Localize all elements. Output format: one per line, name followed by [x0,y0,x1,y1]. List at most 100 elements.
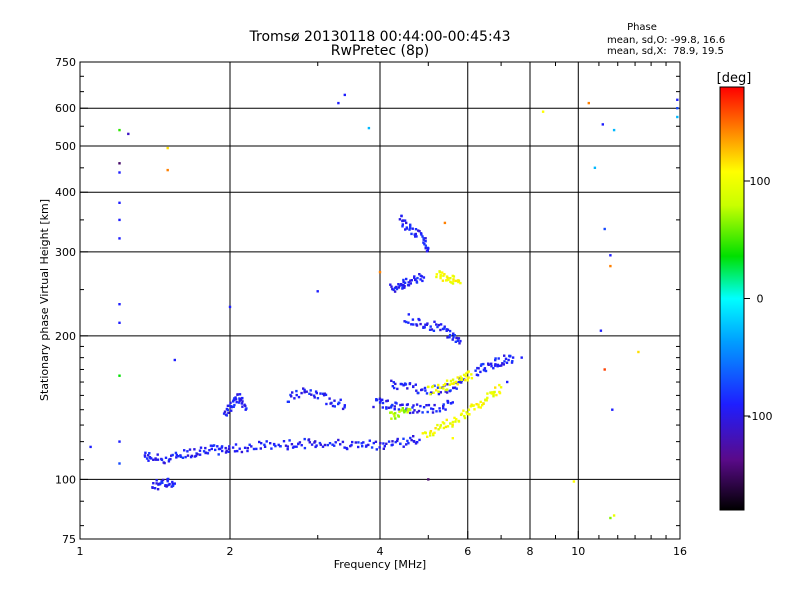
data-point [446,383,449,386]
data-point [361,445,364,448]
data-point [593,166,597,169]
data-point [385,407,388,410]
data-point [199,446,203,449]
data-point [263,443,266,446]
data-point [179,455,183,458]
data-point [437,390,440,393]
data-point [443,325,446,328]
data-point [291,446,295,449]
data-point [409,282,412,285]
data-point [451,423,454,426]
data-point [441,279,445,282]
data-point [494,357,497,360]
data-point [409,279,412,282]
colorbar-tick-label: 100 [750,175,771,188]
data-point [454,279,458,283]
data-point [417,409,421,413]
data-point [404,228,407,231]
data-point [233,450,237,453]
data-point [467,376,470,379]
data-point [426,410,429,414]
data-point [375,448,378,451]
data-point [435,275,438,279]
data-point [449,379,453,383]
data-point [293,397,296,400]
data-point [442,404,445,408]
data-point [412,411,415,414]
data-point [455,418,458,421]
data-point [414,442,418,445]
data-point [435,389,438,392]
data-point [459,375,462,378]
data-point [412,435,415,438]
data-point [467,370,470,373]
data-point [398,284,401,287]
data-point [161,481,164,484]
data-point [506,380,509,384]
data-point [220,445,224,448]
data-point [427,403,431,407]
data-point [401,225,404,228]
data-point [156,488,160,491]
data-point [453,386,457,389]
data-point [401,286,404,289]
data-point [421,411,424,414]
data-point [316,397,320,400]
data-point [396,414,400,417]
data-point [171,480,174,484]
data-point [414,383,417,386]
data-point [498,391,502,395]
data-point [391,440,394,443]
data-point [429,430,433,433]
data-point [403,409,407,413]
data-point [479,364,483,367]
data-point [393,408,396,411]
data-point [451,378,455,381]
data-point [89,445,92,449]
data-point [450,281,453,284]
data-point [399,442,402,446]
data-point [147,459,150,462]
data-point [333,399,336,402]
data-point [504,357,508,360]
data-point [413,409,416,412]
data-point [438,271,441,274]
data-point [186,450,189,453]
data-point [156,458,160,461]
data-point [169,457,172,461]
data-point [310,393,313,396]
data-point [503,354,506,357]
data-point [443,273,446,276]
data-point [226,404,230,407]
data-point [236,393,239,396]
data-point [193,448,196,451]
data-point [476,366,479,370]
data-point [238,393,242,396]
data-point [295,389,298,393]
data-point [173,358,176,362]
data-point [386,399,389,402]
data-point [477,405,480,409]
axis-ticks: 1 2 4 6 8 10 16 75 100 200 300 400 500 600 750 [55,56,687,558]
data-point [421,432,424,435]
data-points [89,93,679,520]
data-point [448,333,452,337]
data-point [452,278,455,281]
data-point [496,365,499,368]
x-tick-label: 10 [571,545,585,558]
data-point [407,321,410,324]
data-point [246,449,249,453]
x-tick-label: 6 [464,545,471,558]
data-point [482,362,485,366]
data-point [411,318,415,321]
data-point [445,279,449,282]
data-point [282,440,286,443]
data-point [423,326,426,329]
data-point [451,420,455,424]
data-point [237,401,241,404]
data-point [405,443,408,446]
data-point [341,407,345,411]
y-tick-label: 750 [55,56,76,69]
data-point [189,455,193,459]
